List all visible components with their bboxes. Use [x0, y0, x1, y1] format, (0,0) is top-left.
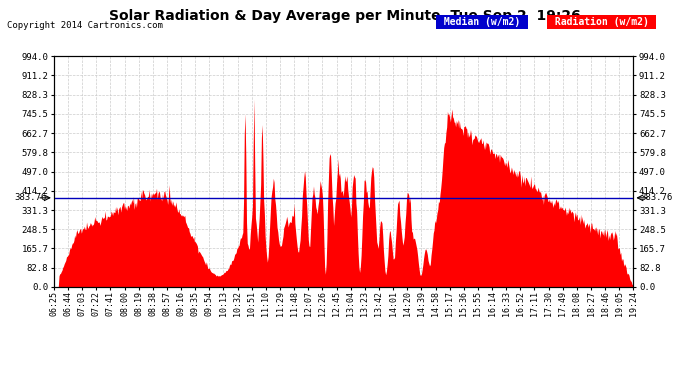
Text: Solar Radiation & Day Average per Minute  Tue Sep 2  19:26: Solar Radiation & Day Average per Minute… — [109, 9, 581, 23]
Text: 383.76: 383.76 — [14, 194, 47, 202]
Text: Radiation (w/m2): Radiation (w/m2) — [549, 17, 654, 27]
Text: Copyright 2014 Cartronics.com: Copyright 2014 Cartronics.com — [7, 21, 163, 30]
Text: Median (w/m2): Median (w/m2) — [438, 17, 526, 27]
Text: 383.76: 383.76 — [640, 194, 673, 202]
